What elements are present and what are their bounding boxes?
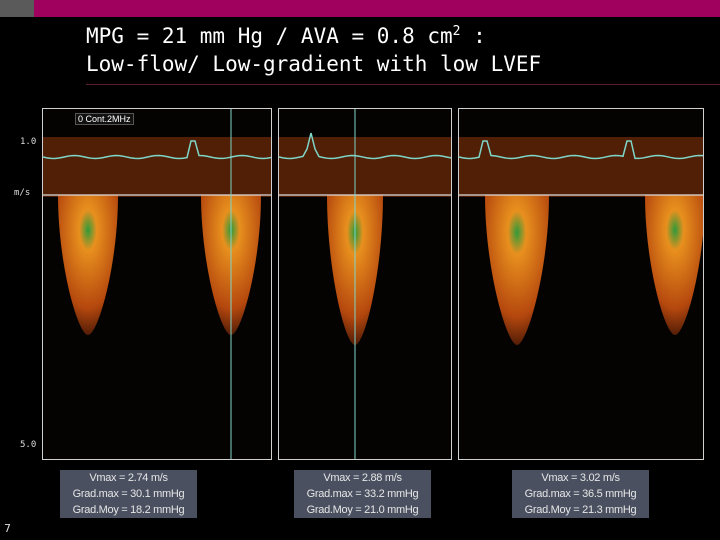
vmax-value: Vmax = 2.88 m/s — [323, 472, 402, 484]
gradmax-value: Grad.max = 30.1 mmHg — [72, 488, 185, 500]
gradmoy-value: Grad.Moy = 18.2 mmHg — [72, 504, 185, 516]
measurement-box-3: Vmax = 3.02 m/s Grad.max = 36.5 mmHg Gra… — [512, 470, 649, 518]
ecg-trace — [459, 140, 703, 160]
title-superscript: 2 — [452, 24, 461, 39]
title-line-1-text: MPG = 21 mm Hg / AVA = 0.8 cm — [86, 24, 453, 48]
doppler-panel-3 — [458, 108, 704, 460]
probe-label: 0 Cont.2MHz — [75, 113, 134, 125]
measurement-box-1: Vmax = 2.74 m/s Grad.max = 30.1 mmHg Gra… — [60, 470, 197, 518]
upper-noise-band — [279, 137, 451, 197]
doppler-spectrum — [43, 109, 271, 459]
doppler-spectrum — [279, 109, 451, 459]
doppler-spectrum — [459, 137, 703, 345]
gradmoy-value: Grad.Moy = 21.0 mmHg — [306, 504, 419, 516]
corner-block — [0, 0, 34, 17]
doppler-image: 1.0 m/s 5.0 0 Cont.2MHz — [12, 108, 706, 460]
vmax-value: Vmax = 3.02 m/s — [541, 472, 620, 484]
title-line-1: MPG = 21 mm Hg / AVA = 0.8 cm2 : — [86, 22, 706, 50]
measurement-box-2: Vmax = 2.88 m/s Grad.max = 33.2 mmHg Gra… — [294, 470, 431, 518]
title-line-2: Low-flow/ Low-gradient with low LVEF — [86, 52, 542, 76]
doppler-panel-2 — [278, 108, 452, 460]
ecg-trace — [279, 132, 451, 160]
flow-envelope — [58, 195, 118, 335]
top-accent-bar — [0, 0, 720, 17]
gradmax-value: Grad.max = 36.5 mmHg — [524, 488, 637, 500]
upper-noise-band — [43, 137, 271, 197]
upper-noise-band — [459, 137, 703, 197]
title-line-1-suffix: : — [460, 24, 486, 48]
ecg-trace — [43, 140, 271, 160]
flow-envelope — [645, 195, 703, 335]
scale-top-label: 1.0 — [20, 137, 37, 147]
gradmoy-value: Grad.Moy = 21.3 mmHg — [524, 504, 637, 516]
gradmax-value: Grad.max = 33.2 mmHg — [306, 488, 419, 500]
doppler-panel-1: 0 Cont.2MHz — [42, 108, 272, 460]
title-divider — [86, 84, 720, 85]
scale-bottom-label: 5.0 — [20, 440, 37, 450]
slide-number: 7 — [4, 522, 11, 535]
vmax-value: Vmax = 2.74 m/s — [89, 472, 168, 484]
flow-envelope — [485, 195, 549, 345]
scale-unit-label: m/s — [14, 188, 31, 198]
slide-title: MPG = 21 mm Hg / AVA = 0.8 cm2 : Low-flo… — [86, 22, 706, 78]
